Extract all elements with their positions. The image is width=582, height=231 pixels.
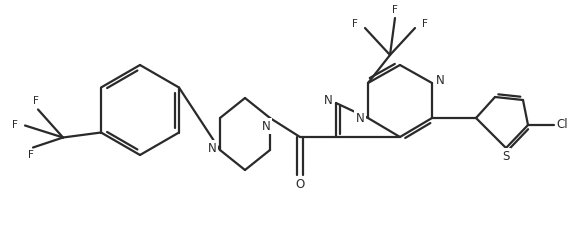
Text: O: O <box>296 179 304 191</box>
Text: N: N <box>356 112 364 125</box>
Text: N: N <box>435 75 445 88</box>
Text: F: F <box>352 19 358 29</box>
Text: N: N <box>208 142 217 155</box>
Text: F: F <box>422 19 428 29</box>
Text: Cl: Cl <box>556 119 568 131</box>
Text: N: N <box>262 119 271 133</box>
Text: S: S <box>502 149 510 162</box>
Text: F: F <box>28 151 34 161</box>
Text: F: F <box>33 97 39 106</box>
Text: F: F <box>12 121 18 131</box>
Text: N: N <box>324 94 332 107</box>
Text: F: F <box>392 5 398 15</box>
